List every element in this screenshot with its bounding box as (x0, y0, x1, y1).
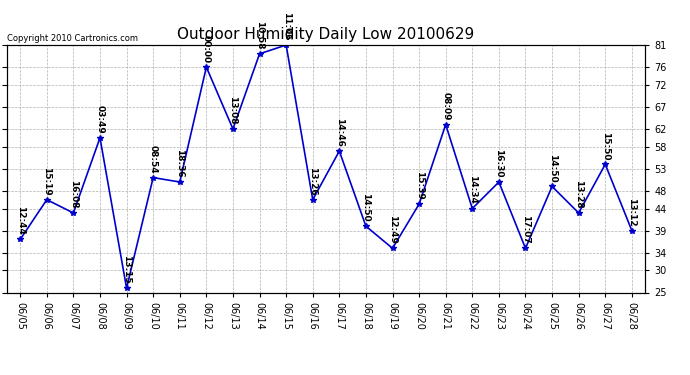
Text: 14:46: 14:46 (335, 118, 344, 147)
Text: 15:39: 15:39 (415, 171, 424, 200)
Text: 03:49: 03:49 (95, 105, 104, 134)
Text: 15:19: 15:19 (42, 167, 51, 195)
Text: 18:36: 18:36 (175, 149, 184, 178)
Text: 11:06: 11:06 (282, 12, 290, 41)
Text: 08:09: 08:09 (441, 92, 450, 120)
Text: Copyright 2010 Cartronics.com: Copyright 2010 Cartronics.com (7, 33, 138, 42)
Text: 16:08: 16:08 (69, 180, 78, 209)
Text: 13:28: 13:28 (574, 180, 583, 209)
Text: 14:50: 14:50 (362, 194, 371, 222)
Title: Outdoor Humidity Daily Low 20100629: Outdoor Humidity Daily Low 20100629 (177, 27, 475, 42)
Text: 13:12: 13:12 (627, 198, 636, 226)
Text: 13:15: 13:15 (122, 255, 131, 284)
Text: 08:54: 08:54 (148, 145, 158, 173)
Text: 12:44: 12:44 (16, 206, 25, 235)
Text: 14:34: 14:34 (468, 176, 477, 204)
Text: 00:00: 00:00 (202, 35, 211, 63)
Text: 16:30: 16:30 (494, 149, 504, 178)
Text: 13:08: 13:08 (228, 96, 237, 125)
Text: 15:50: 15:50 (601, 132, 610, 160)
Text: 10:58: 10:58 (255, 21, 264, 50)
Text: 12:49: 12:49 (388, 215, 397, 244)
Text: 17:07: 17:07 (521, 215, 530, 244)
Text: 13:26: 13:26 (308, 167, 317, 195)
Text: 14:50: 14:50 (548, 154, 557, 182)
